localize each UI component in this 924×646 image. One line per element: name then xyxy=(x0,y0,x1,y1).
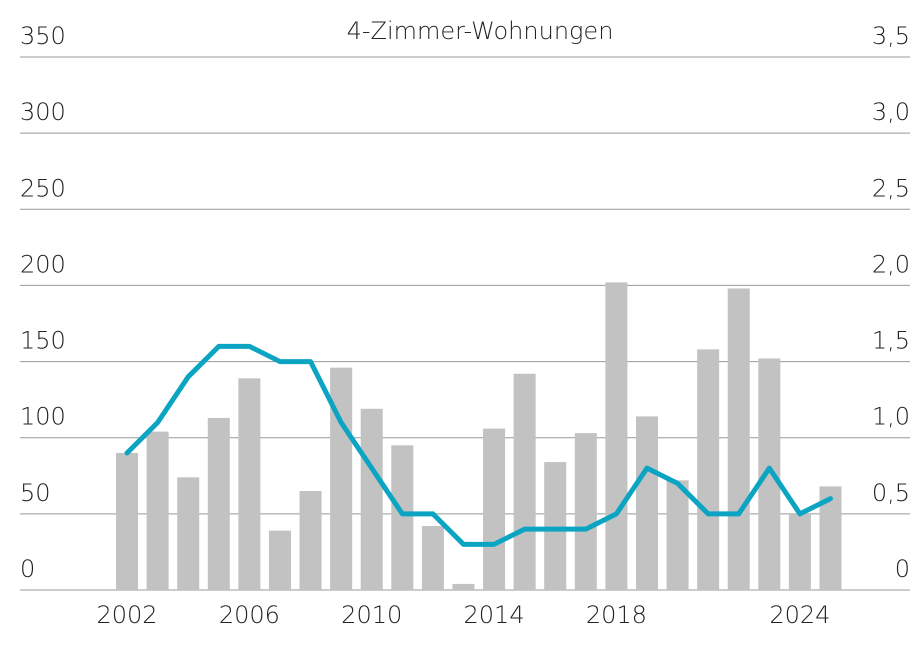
y-tick-label: 150 xyxy=(20,327,66,355)
y2-tick-label: 3,5 xyxy=(872,22,910,50)
bar xyxy=(727,288,750,590)
chart-title: 4-Zimmer-Wohnungen xyxy=(347,17,614,45)
bar xyxy=(421,526,444,590)
x-tick-label: 2010 xyxy=(341,601,402,629)
bar xyxy=(483,428,506,590)
y2-tick-label: 1,5 xyxy=(872,327,910,355)
x-tick-label: 2014 xyxy=(464,601,525,629)
y2-tick-label: 2,5 xyxy=(872,174,910,202)
x-tick-label: 2024 xyxy=(769,601,830,629)
bar xyxy=(268,530,291,590)
bar xyxy=(635,416,658,590)
bar xyxy=(513,373,536,590)
bar xyxy=(452,583,475,590)
y-tick-label: 350 xyxy=(20,22,66,50)
bar xyxy=(819,486,842,590)
y-tick-label: 50 xyxy=(20,479,51,507)
bar xyxy=(207,417,230,590)
bar xyxy=(116,452,139,590)
bar xyxy=(146,431,169,590)
y-tick-label: 200 xyxy=(20,250,66,278)
x-tick-label: 2006 xyxy=(219,601,280,629)
y2-tick-label: 3,0 xyxy=(872,98,910,126)
bar xyxy=(544,462,567,590)
bar xyxy=(299,491,322,590)
bar xyxy=(666,480,689,590)
x-tick-label: 2018 xyxy=(586,601,647,629)
y2-tick-label: 0 xyxy=(895,555,910,583)
y2-tick-label: 1,0 xyxy=(872,403,910,431)
bar xyxy=(177,477,200,590)
bar xyxy=(238,378,261,590)
y2-tick-label: 2,0 xyxy=(872,250,910,278)
bar xyxy=(360,408,383,590)
y-tick-label: 100 xyxy=(20,403,66,431)
line xyxy=(124,343,833,547)
y-tick-label: 250 xyxy=(20,174,66,202)
bar xyxy=(788,513,811,590)
bar xyxy=(574,433,597,590)
bar xyxy=(758,358,781,590)
y-tick-label: 300 xyxy=(20,98,66,126)
x-tick-label: 2002 xyxy=(97,601,158,629)
bar xyxy=(697,349,720,590)
y-tick-label: 0 xyxy=(20,555,35,583)
bar xyxy=(330,367,353,590)
bar xyxy=(391,445,414,590)
bar xyxy=(605,282,628,590)
y2-tick-label: 0,5 xyxy=(872,479,910,507)
